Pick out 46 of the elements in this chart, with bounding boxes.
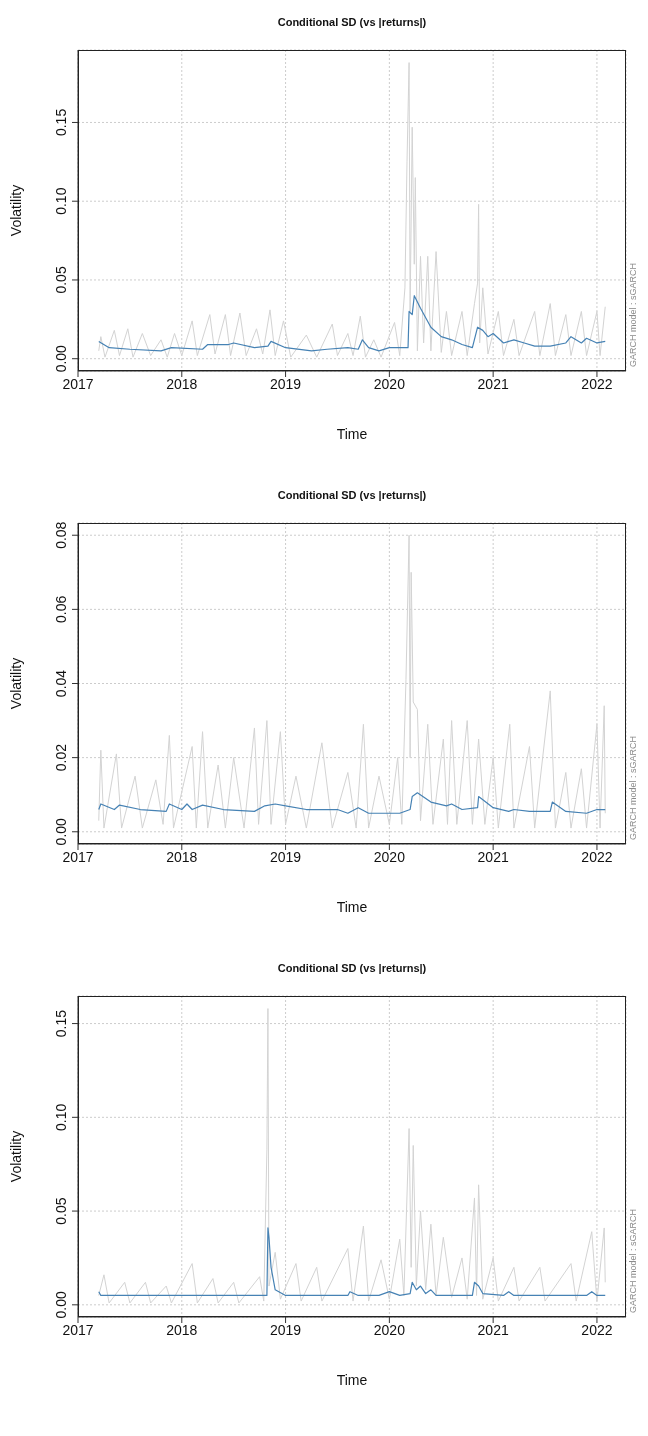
text: GARCH model : sGARCH	[628, 735, 638, 840]
x-axis-title: Time	[336, 899, 368, 915]
y-tick-label: 0.10	[53, 187, 69, 215]
x-tick-label: 2019	[270, 1321, 302, 1338]
x-tick-label: 2021	[477, 375, 509, 392]
y-axis-title: Volatility	[7, 657, 24, 710]
x-tick-label: 2022	[581, 375, 613, 392]
y-axis-title: Volatility	[7, 1130, 24, 1183]
y-tick-label: 0.15	[53, 1009, 69, 1038]
x-tick-label: 2020	[373, 848, 406, 865]
chart-title: Conditional SD (vs |returns|)	[276, 489, 428, 501]
text: GARCH model : sGARCH	[628, 262, 638, 367]
y-axis-title: Volatility	[7, 184, 24, 237]
x-tick-label: 2018	[166, 375, 198, 392]
x-tick-label: 2020	[373, 1321, 406, 1338]
x-tick-label: 2019	[270, 375, 302, 392]
line-series	[98, 1227, 606, 1297]
x-tick-label: 2021	[477, 1321, 509, 1338]
line-series	[98, 792, 606, 814]
x-tick-label: 2022	[581, 1321, 613, 1338]
x-tick-label: 2017	[62, 848, 94, 865]
x-tick-label: 2018	[166, 848, 198, 865]
y-tick-label: 0.15	[53, 108, 69, 137]
x-tick-label: 2022	[581, 848, 613, 865]
y-tick-label: 0.06	[53, 595, 69, 623]
x-tick-label: 2017	[62, 1321, 94, 1338]
y-tick-label: 0.04	[53, 669, 69, 698]
text: GARCH model : sGARCH	[628, 1208, 638, 1313]
y-tick-label: 0.00	[53, 1290, 69, 1319]
y-tick-label: 0.08	[53, 521, 69, 549]
x-axis-title: Time	[336, 1372, 368, 1388]
y-tick-label: 0.02	[53, 743, 69, 772]
y-tick-label: 0.10	[53, 1103, 69, 1131]
y-tick-label: 0.05	[53, 266, 69, 294]
x-tick-label: 2019	[270, 848, 302, 865]
line-series	[98, 295, 606, 352]
x-tick-label: 2020	[373, 375, 406, 392]
y-tick-label: 0.00	[53, 344, 69, 373]
chart-title: Conditional SD (vs |returns|)	[276, 16, 428, 28]
x-axis-title: Time	[336, 426, 368, 442]
x-tick-label: 2018	[166, 1321, 198, 1338]
y-tick-label: 0.00	[53, 817, 69, 846]
x-tick-label: 2021	[477, 848, 509, 865]
x-tick-label: 2017	[62, 375, 94, 392]
y-tick-label: 0.05	[53, 1197, 69, 1225]
chart-title: Conditional SD (vs |returns|)	[276, 962, 428, 974]
